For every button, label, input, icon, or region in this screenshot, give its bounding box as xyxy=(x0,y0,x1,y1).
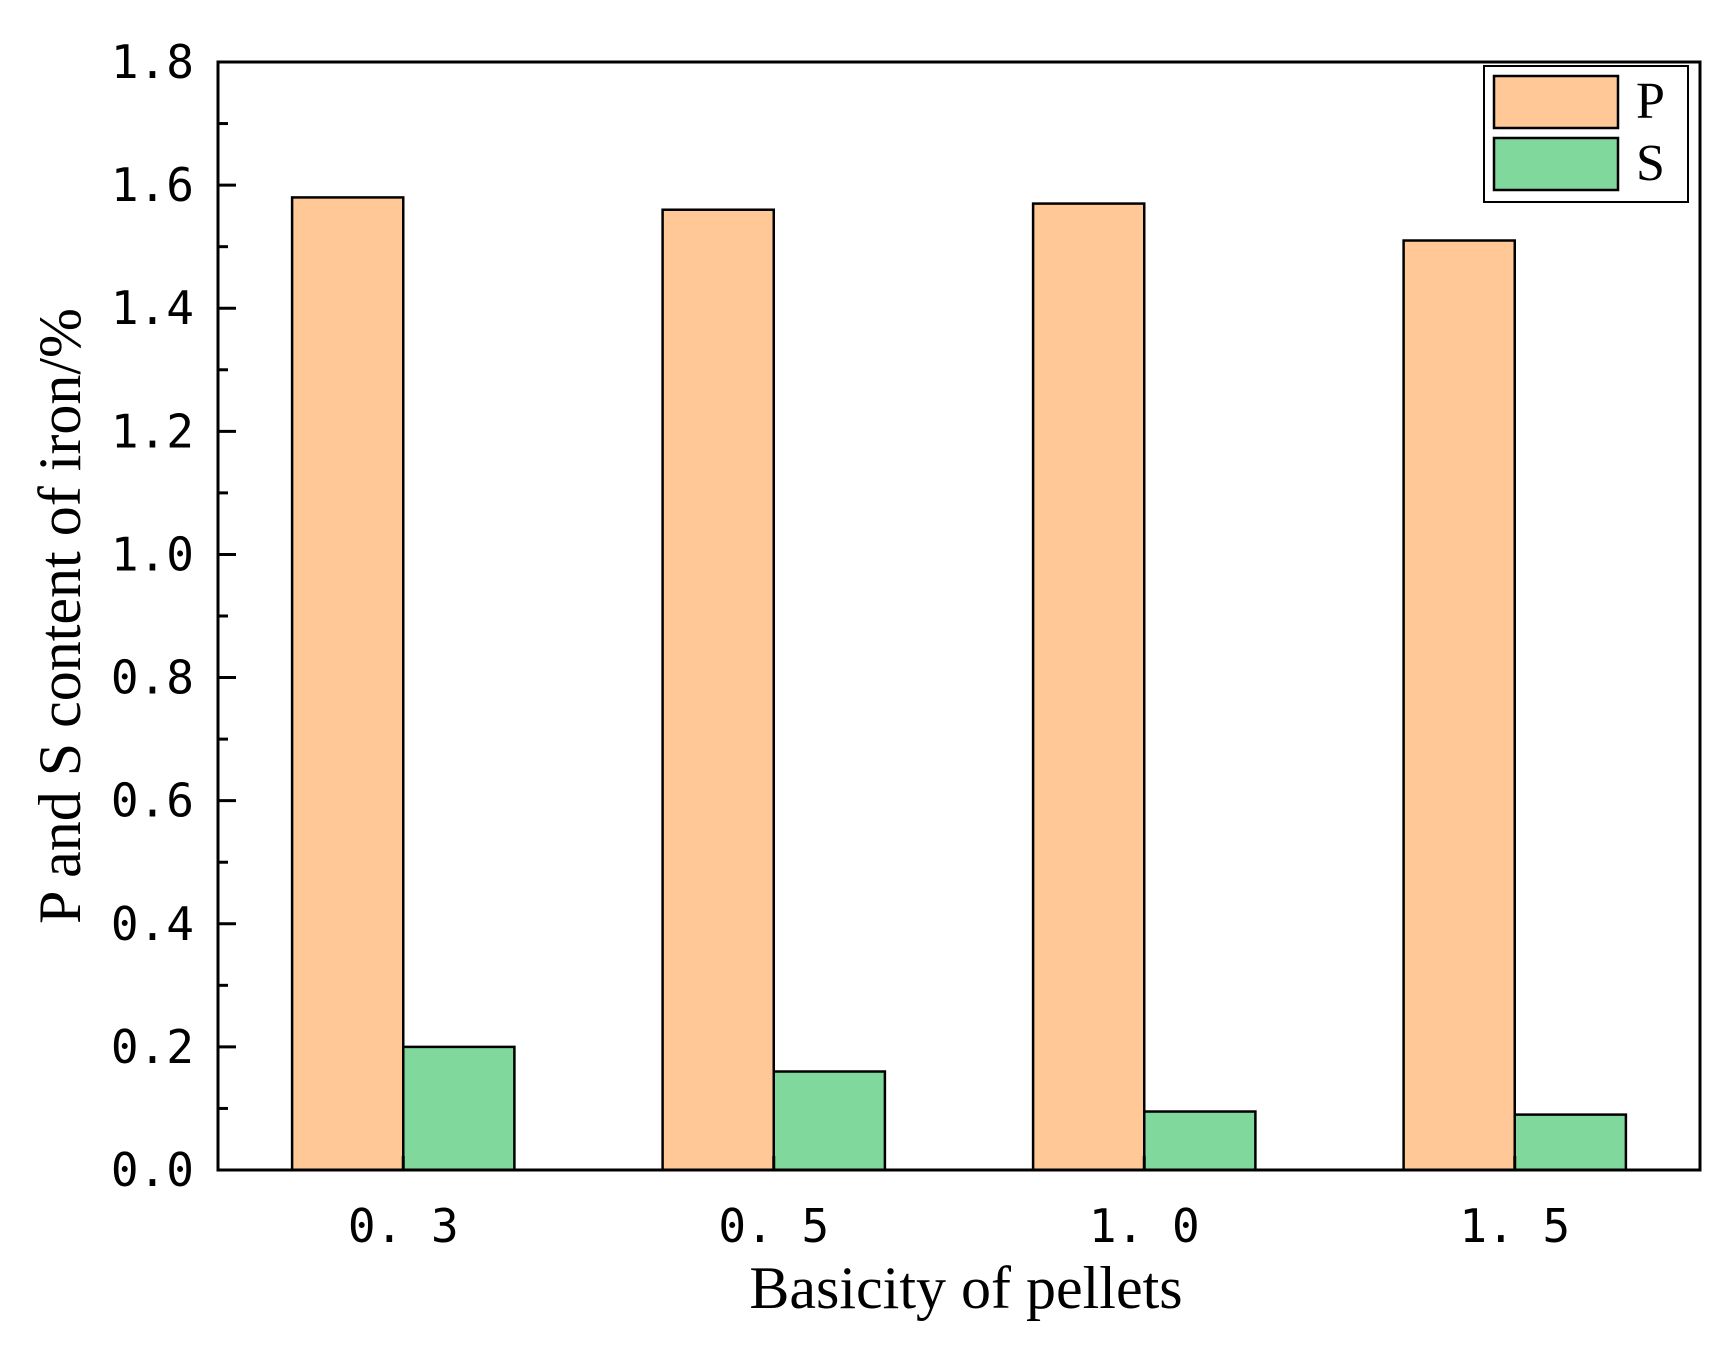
y-tick-label: 1.8 xyxy=(111,35,194,89)
y-tick-label: 0.8 xyxy=(111,651,194,705)
bar-p-1.5 xyxy=(1402,239,1516,1172)
y-tick-label: 0.0 xyxy=(111,1143,194,1197)
x-tick-label: 1. 0 xyxy=(1089,1199,1200,1253)
bar-s-1.5 xyxy=(1513,1113,1628,1172)
x-axis-title: Basicity of pellets xyxy=(749,1255,1182,1321)
legend-swatch-s xyxy=(1492,136,1620,192)
y-tick-label: 0.4 xyxy=(111,897,194,951)
y-tick-label: 0.6 xyxy=(111,774,194,828)
legend: PS xyxy=(1483,65,1689,203)
x-axis: 0. 3 0. 5 1. 0 1. 5 xyxy=(348,1156,1570,1253)
legend-swatch-p xyxy=(1492,74,1620,130)
bars-group xyxy=(290,196,1628,1172)
bar-s-0.5 xyxy=(772,1070,887,1172)
y-tick-label: 1.2 xyxy=(111,404,194,458)
legend-label-s: S xyxy=(1636,135,1665,192)
x-tick-label: 1. 5 xyxy=(1459,1199,1570,1253)
y-axis-title: P and S content of iron/% xyxy=(27,308,93,924)
y-tick-label: 0.2 xyxy=(111,1020,194,1074)
y-tick-label: 1.4 xyxy=(111,281,194,335)
legend-label-p: P xyxy=(1636,73,1665,130)
x-tick-label: 0. 3 xyxy=(348,1199,459,1253)
y-tick-label: 1.6 xyxy=(111,158,194,212)
x-tick-label: 0. 5 xyxy=(718,1199,829,1253)
bar-p-0.5 xyxy=(661,208,775,1172)
bar-p-1.0 xyxy=(1031,202,1146,1172)
bar-p-0.3 xyxy=(290,196,405,1172)
bar-s-1.0 xyxy=(1143,1110,1257,1172)
y-tick-label: 1.0 xyxy=(111,527,194,581)
y-axis: 0.0 0.2 0.4 0.6 0.8 1.0 1.2 1.4 1.6 1.8 xyxy=(111,35,236,1197)
plot-frame xyxy=(216,60,1702,1172)
bar-s-0.3 xyxy=(402,1045,516,1172)
